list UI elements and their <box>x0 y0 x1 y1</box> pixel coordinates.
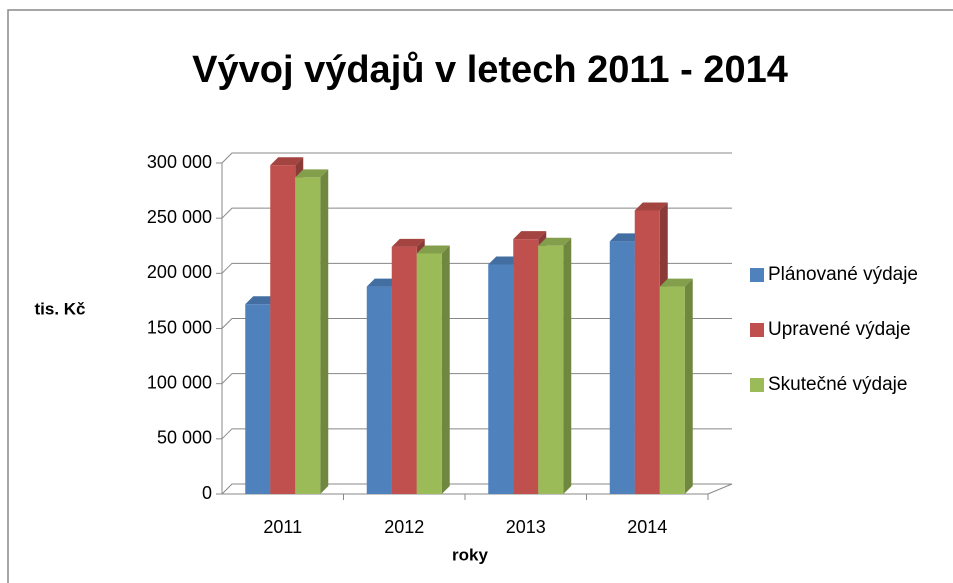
bar-side <box>441 245 450 494</box>
grid-line <box>221 152 732 164</box>
bar <box>634 210 660 494</box>
bar <box>609 241 635 494</box>
bar-top <box>513 231 547 240</box>
bar <box>295 177 321 495</box>
y-tick-label: 150 000 <box>147 317 212 337</box>
bar <box>245 304 271 494</box>
bar <box>513 239 539 494</box>
legend-swatch <box>750 323 764 337</box>
bar-side <box>684 278 693 494</box>
y-tick-label: 100 000 <box>147 372 212 392</box>
x-axis-label: roky <box>452 545 488 564</box>
legend-label: Skutečné výdaje <box>768 374 907 395</box>
y-axis-label: tis. Kč <box>34 299 85 318</box>
bar <box>416 253 442 494</box>
y-tick-label: 250 000 <box>147 207 212 227</box>
chart-title: Vývoj výdajů v letech 2011 - 2014 <box>192 49 788 91</box>
bar <box>270 165 296 494</box>
bar <box>538 245 564 494</box>
bar-top <box>609 233 643 242</box>
bar-top <box>488 256 522 265</box>
bar <box>659 286 685 494</box>
y-tick-label: 50 000 <box>157 428 212 448</box>
chart-frame <box>7 9 953 583</box>
bar-top <box>416 245 450 254</box>
legend-swatch <box>750 268 764 282</box>
bar-top <box>391 238 425 247</box>
grid-line <box>221 207 732 219</box>
bar-top <box>270 157 304 166</box>
bar-top <box>538 237 572 246</box>
legend-label: Upravené výdaje <box>768 319 911 340</box>
legend-label: Plánované výdaje <box>768 264 918 285</box>
x-tick-label: 2013 <box>506 517 546 537</box>
bar <box>391 246 417 494</box>
y-tick-label: 200 000 <box>147 262 212 282</box>
bar-top <box>659 278 693 287</box>
bar-top <box>245 296 279 305</box>
y-tick-label: 300 000 <box>147 152 212 172</box>
x-tick-label: 2011 <box>263 517 302 537</box>
legend-swatch <box>750 378 764 392</box>
x-tick-label: 2014 <box>627 517 667 537</box>
bar-top <box>634 202 668 211</box>
bar-side <box>563 237 572 494</box>
bar-top <box>295 169 329 178</box>
bar <box>366 286 392 494</box>
y-tick-label: 0 <box>202 483 212 503</box>
bar-top <box>366 278 400 287</box>
bar-side <box>320 169 329 495</box>
x-tick-label: 2012 <box>384 517 424 537</box>
bar <box>488 264 514 494</box>
